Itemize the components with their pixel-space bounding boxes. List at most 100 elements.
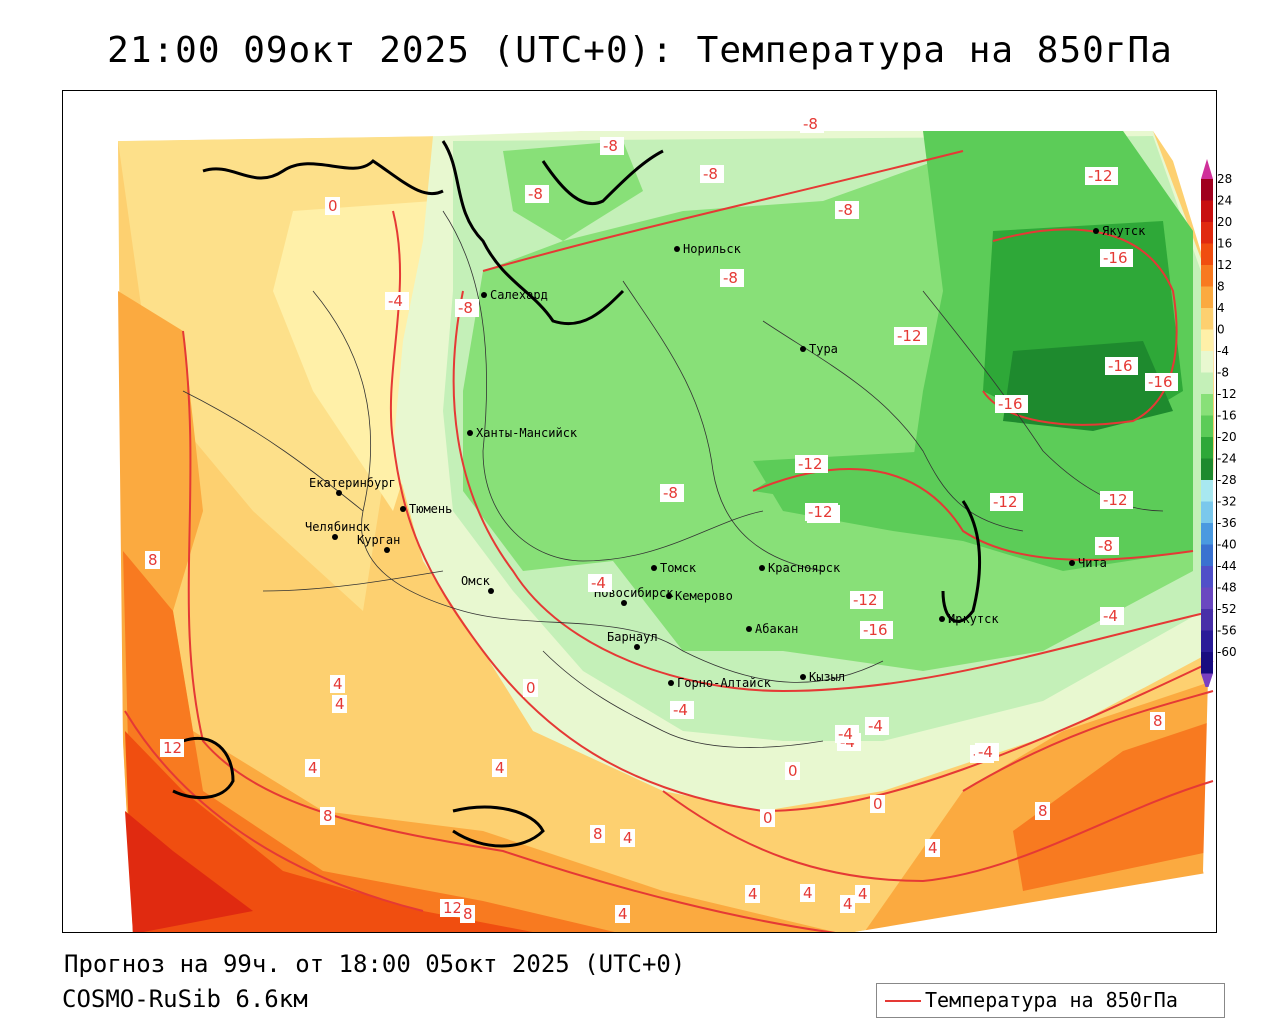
colorbar-swatch [1201,652,1213,674]
model-name: COSMO-RuSib 6.6км [62,985,308,1013]
map-title: 21:00 09окт 2025 (UTC+0): Температура на… [107,30,1173,71]
colorbar-level-label: -40 [1217,538,1237,552]
isotherm-label: 4 [620,829,635,847]
colorbar-swatch [1201,179,1213,201]
city-dot [800,674,806,680]
isotherm-label-text: 4 [335,695,345,713]
isotherm-label-text: -8 [663,484,678,502]
isotherm-label-text: 0 [763,809,773,827]
isotherm-label-bg [850,591,883,609]
colorbar-swatch [1201,501,1213,523]
isotherm-label-bg [894,327,927,345]
city-marker: Красноярск [759,561,841,575]
isotherm-label-text: -4 [868,717,883,735]
isotherm-label: -8 [600,137,624,155]
isotherm-label: -4 [835,725,859,743]
city-marker: Екатеринбург [309,476,396,496]
isotherm-label: -12 [795,455,828,473]
colorbar-level-label: -56 [1217,624,1237,638]
isotherm-label-text: 4 [803,884,813,902]
isotherm-label: -4 [975,743,999,761]
city-label: Норильск [683,242,742,256]
colorbar-swatch [1201,415,1213,437]
city-dot [384,547,390,553]
city-label: Кемерово [675,589,733,603]
colorbar-swatch [1201,243,1213,265]
isotherm-label: 4 [305,759,320,777]
isotherm-label-bg [332,695,347,713]
isotherm-label-bg [1035,802,1050,820]
colorbar-swatch [1201,372,1213,394]
isotherm-label-text: 8 [1153,712,1163,730]
isotherm-label-bg [700,165,724,183]
map-area[interactable]: Салехард Норильск Тура Якутск Ханты-Мансийск… [62,90,1217,933]
isotherm-label: -8 [800,115,824,133]
isotherm-label-text: 0 [788,762,798,780]
isotherm-label-text: -12 [798,455,823,473]
isotherm-label-text: -4 [673,701,688,719]
isotherm-labels-layer: -8 -8 -8 -8 -8 -8 -8 -12 -16 -16 -16 -16 -12 -12 -12 -1… [145,115,1178,923]
legend-line-swatch [885,1000,921,1002]
isotherm-label-text: 8 [463,905,473,923]
city-dot [1069,560,1075,566]
isotherm-label: 4 [330,675,345,693]
colorbar-level-label: -8 [1217,366,1229,380]
isotherm-label: 8 [460,905,475,923]
colorbar-swatch [1201,587,1213,609]
isotherm-label-text: -4 [838,725,853,743]
city-label: Горно-Алтайск [677,676,772,690]
colorbar-level-label: -12 [1217,387,1237,401]
city-marker: Тура [800,342,838,356]
isotherm-label-bg [1105,357,1138,375]
isotherm-label-text: 4 [843,895,853,913]
isotherm-label: -8 [700,165,724,183]
legend-label: Температура на 850гПа [925,988,1178,1012]
isotherm-label-bg [588,574,612,592]
isotherm-label-bg [805,503,838,521]
city-label: Тюмень [409,502,452,516]
isotherm-label-text: -12 [993,493,1018,511]
isotherm-label-bg [975,743,999,761]
city-dot [800,346,806,352]
city-label: Омск [461,574,491,588]
cities-layer: Салехард Норильск Тура Якутск Ханты-Мансийск… [305,224,1146,690]
isotherm-label-text: -8 [528,185,543,203]
city-marker: Иркутск [939,612,999,626]
isotherm-label: 4 [492,759,507,777]
isotherm-label-text: 8 [323,807,333,825]
city-dot [674,246,680,252]
isotherm-label: -8 [835,201,859,219]
isotherm-label: 12 [160,739,184,757]
city-marker: Ханты-Мансийск [467,426,578,440]
isotherm-label-text: -8 [803,115,818,133]
colorbar-level-label: -24 [1217,452,1237,466]
city-dot [488,588,494,594]
isotherm-label: 12 [440,899,464,917]
city-label: Чита [1078,556,1107,570]
city-marker: Новосибирск [594,586,674,606]
isotherm-label-bg [1150,712,1165,730]
city-marker: Тюмень [400,502,452,516]
colorbar-level-label: -44 [1217,559,1237,573]
isotherm-label: -16 [1100,249,1133,267]
colorbar-top-arrow [1201,159,1213,179]
isotherm-label: -16 [995,395,1028,413]
colorbar-swatch [1201,265,1213,287]
isotherm-label-bg [455,299,479,317]
isotherm-label-bg [523,679,538,697]
isotherm-label-text: -16 [1108,357,1133,375]
isotherm-label-text: -12 [1088,167,1113,185]
colorbar-swatch [1201,394,1213,416]
city-dot [400,506,406,512]
isotherm-label: -8 [1095,537,1119,555]
isotherm-label-bg [835,725,859,743]
isotherm-label-text: 8 [148,551,158,569]
isotherm-label-text: 8 [1038,802,1048,820]
isotherm-label-text: 4 [623,829,633,847]
isotherm-label: 0 [523,679,538,697]
city-label: Якутск [1102,224,1146,238]
city-marker: Челябинск [305,520,371,540]
city-marker: Барнаул [607,630,658,650]
isotherm-label-bg [660,484,684,502]
isotherm-lines [124,150,1214,932]
